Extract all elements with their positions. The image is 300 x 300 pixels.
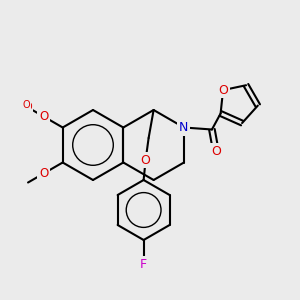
Text: N: N — [179, 121, 189, 134]
Text: O: O — [141, 154, 151, 166]
Text: O: O — [24, 103, 32, 112]
Text: O: O — [211, 145, 221, 158]
Text: O: O — [39, 110, 48, 123]
Text: O: O — [218, 84, 228, 97]
Text: F: F — [140, 257, 147, 271]
Text: O: O — [39, 167, 48, 180]
Text: O: O — [22, 100, 30, 110]
